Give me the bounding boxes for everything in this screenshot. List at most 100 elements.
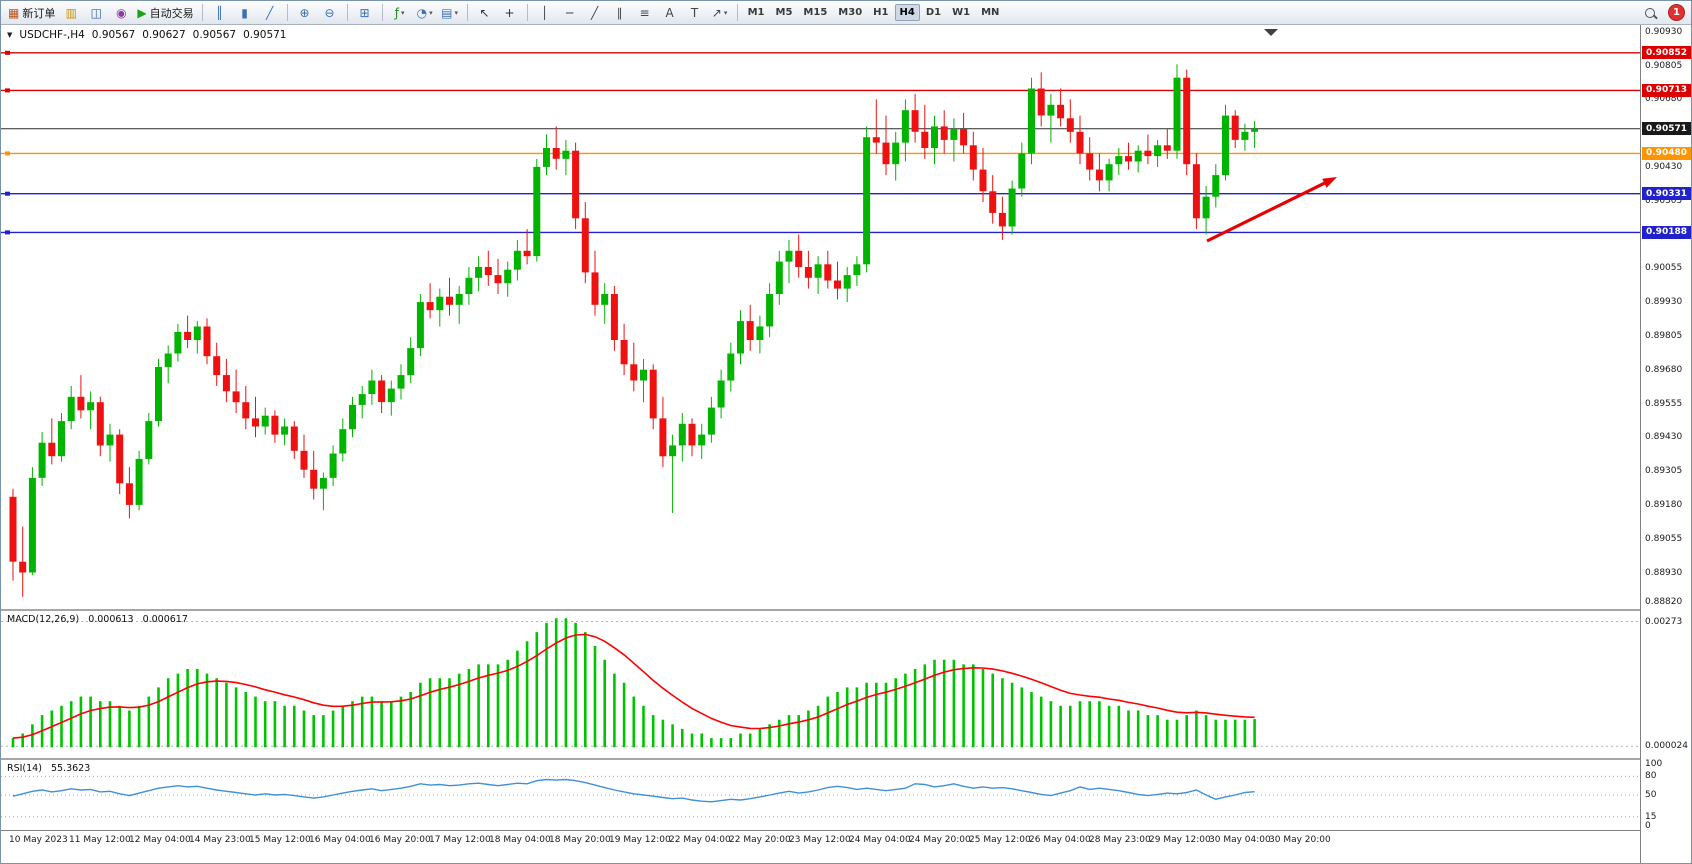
search-button[interactable] [1638, 3, 1662, 22]
time-scale-label: 17 May 12:00 [429, 835, 491, 845]
trend-arrow[interactable] [1206, 177, 1337, 243]
macd-pane[interactable] [1, 611, 1641, 758]
timeframe-button-h1[interactable]: H1 [873, 7, 889, 18]
community-button[interactable]: ◉ [109, 3, 133, 22]
timeframe-button-mn[interactable]: MN [981, 7, 1000, 18]
chart-shift-marker[interactable] [1264, 29, 1278, 36]
vertical-line-icon: │ [540, 5, 549, 20]
horizontal-line-icon: ─ [565, 5, 574, 20]
trendline-icon: ╱ [590, 5, 599, 20]
toolbar-separator [526, 4, 528, 21]
current-price-badge: 0.90571 [1642, 122, 1691, 136]
time-scale-label: 22 May 20:00 [729, 835, 791, 845]
text-button[interactable]: A [658, 3, 682, 22]
time-scale-label: 16 May 04:00 [309, 835, 371, 845]
price-chart-pane[interactable] [1, 25, 1641, 609]
price-scale-label: 0.88930 [1645, 567, 1683, 578]
auto-trading-button[interactable]: ▶ 自动交易 [134, 3, 196, 22]
auto-trading-button-label: 自动交易 [149, 6, 194, 20]
time-scale-label: 15 May 12:00 [249, 835, 311, 845]
candlestick-icon: ▮ [241, 5, 248, 20]
time-scale-label: 11 May 12:00 [69, 835, 131, 845]
price-scale-label: 0.89180 [1645, 499, 1683, 510]
macd-label: MACD(12,26,9) 0.000613 0.000617 [7, 614, 194, 625]
cursor-button[interactable]: ↖ [473, 3, 497, 22]
notification-badge[interactable]: 1 [1668, 4, 1685, 21]
macd-signal-value: 0.000617 [142, 614, 188, 625]
timeframe-button-d1[interactable]: D1 [925, 7, 942, 18]
level-line-handle[interactable] [5, 50, 10, 55]
timeframe-button-h4[interactable]: H4 [894, 4, 920, 21]
timeframe-button-w1[interactable]: W1 [952, 7, 971, 18]
time-scale-label: 22 May 04:00 [669, 835, 731, 845]
crosshair-button[interactable]: + [498, 3, 522, 22]
toolbar-separator [201, 4, 203, 21]
level-line-handle[interactable] [5, 88, 10, 93]
zoom-out-button[interactable]: ⊖ [318, 3, 342, 22]
indicators-button[interactable]: ƒ ▾ [388, 3, 412, 22]
time-scale-label: 16 May 20:00 [369, 835, 431, 845]
timeframe-button-m15[interactable]: M15 [803, 7, 828, 18]
macd-main-value: 0.000613 [88, 614, 134, 625]
periods-button[interactable]: ◔ ▾ [413, 3, 437, 22]
tile-windows-button[interactable]: ⊞ [353, 3, 377, 22]
line-chart-button[interactable]: ╱ [258, 3, 282, 22]
time-scale-label: 24 May 20:00 [909, 835, 971, 845]
tile-windows-icon: ⊞ [359, 5, 370, 20]
rsi-scale-label: 100 [1645, 759, 1663, 769]
timeframe-button-m1[interactable]: M1 [747, 7, 765, 18]
level-line-handle[interactable] [5, 230, 10, 235]
text-label-button[interactable]: T [683, 3, 707, 22]
time-axis-border [1, 830, 1691, 831]
time-scale-label: 12 May 04:00 [129, 835, 191, 845]
auto-trading-icon: ▶ [137, 5, 147, 20]
time-scale-label: 19 May 12:00 [609, 835, 671, 845]
rsi-pane[interactable] [1, 760, 1641, 830]
chart-close-value: 0.90571 [243, 29, 287, 41]
rsi-scale-label: 50 [1645, 790, 1657, 800]
price-scale-label: 0.89805 [1645, 330, 1683, 341]
equidistant-channel-button[interactable]: ∥ [608, 3, 632, 22]
time-axis: 10 May 2023 11 May 12:00 12 May 04:00 14 Ma… [1, 831, 1641, 853]
arrows-icon: ↗ [711, 5, 722, 20]
pane-splitter[interactable] [1, 758, 1691, 760]
collapse-icon[interactable]: ▼ [7, 31, 13, 39]
toolbar-separator [466, 4, 468, 21]
horizontal-line-button[interactable]: ─ [558, 3, 582, 22]
equidistant-channel-icon: ∥ [616, 5, 623, 20]
level-line-handle[interactable] [5, 151, 10, 156]
charts-button[interactable]: ▥ [59, 3, 83, 22]
zoom-in-button[interactable]: ⊕ [293, 3, 317, 22]
rsi-label: RSI(14) 55.3623 [7, 763, 96, 774]
new-order-button[interactable]: ▦ 新订单 [5, 3, 58, 22]
price-scale-label: 0.89430 [1645, 432, 1683, 443]
market-watch-icon: ◫ [90, 5, 103, 20]
price-axis: 0.909300.908050.906800.905550.904300.903… [1640, 25, 1691, 863]
fibonacci-button[interactable]: ≡ [633, 3, 657, 22]
candle-series [9, 64, 1259, 597]
level-line-handle[interactable] [5, 191, 10, 196]
candlestick-button[interactable]: ▮ [233, 3, 257, 22]
bar-chart-button[interactable]: ║ [208, 3, 232, 22]
price-level-badge: 0.90331 [1642, 187, 1691, 201]
market-watch-button[interactable]: ◫ [84, 3, 108, 22]
chevron-down-icon: ▾ [429, 8, 433, 17]
timeframe-button-m5[interactable]: M5 [775, 7, 793, 18]
templates-icon: ▤ [441, 5, 453, 20]
fibonacci-icon: ≡ [639, 5, 650, 20]
pane-splitter[interactable] [1, 609, 1691, 611]
price-scale-label: 0.90055 [1645, 263, 1683, 274]
macd-histogram [11, 618, 1256, 748]
price-scale-label: 0.89305 [1645, 466, 1683, 477]
zoom-in-icon: ⊕ [299, 5, 310, 20]
toolbar-separator [381, 4, 383, 21]
text-icon: A [665, 5, 674, 20]
vertical-line-button[interactable]: │ [533, 3, 557, 22]
timeframe-button-m30[interactable]: M30 [838, 7, 863, 18]
templates-button[interactable]: ▤ ▾ [438, 3, 462, 22]
arrows-button[interactable]: ↗ ▾ [708, 3, 732, 22]
chart-low-value: 0.90567 [192, 29, 237, 41]
cursor-icon: ↖ [479, 5, 490, 20]
trendline-button[interactable]: ╱ [583, 3, 607, 22]
toolbar-button-groups: ▦ 新订单 ▥ ◫ ◉ ▶ 自动交易 ║ ▮ ╱ ⊕ ⊖ ⊞ ƒ ▾ ◔ ▾ ▤ ▾ ↖ + │ ─ ╱ ∥ ≡ A T ↗ ▾ M1 M5 M… [5, 3, 1004, 22]
